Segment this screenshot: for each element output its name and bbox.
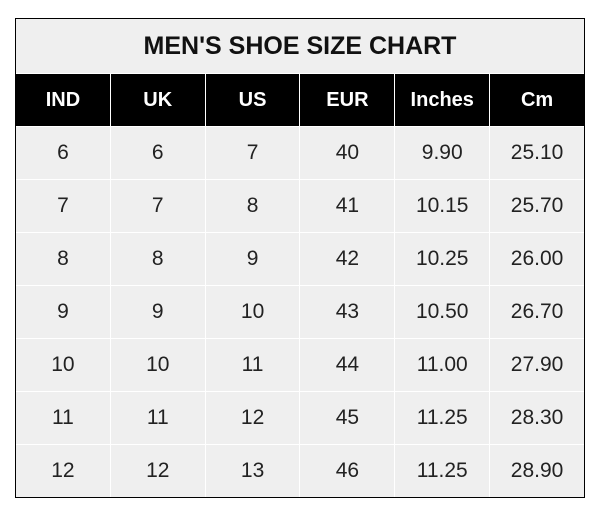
table-row: 11 11 12 45 11.25 28.30 — [16, 391, 584, 444]
table-cell: 46 — [300, 445, 396, 497]
table-row: 10 10 11 44 11.00 27.90 — [16, 338, 584, 391]
table-cell: 43 — [300, 286, 396, 338]
table-cell: 13 — [206, 445, 301, 497]
table-cell: 11.25 — [395, 392, 491, 444]
table-cell: 28.90 — [510, 459, 564, 482]
table-cell: 26.00 — [510, 247, 564, 270]
table-body: 6 6 7 40 9.90 25.10 7 7 8 41 10.15 25.70 8 8 9 42 10.25 2… — [16, 126, 584, 497]
header-row: IND UK US EUR Inches Cm — [16, 74, 584, 126]
table-cell: 26.70 — [510, 300, 564, 323]
table-cell: 25.10 — [510, 141, 564, 164]
table-cell: 8 — [206, 180, 301, 232]
table-cell: 7 — [16, 180, 111, 232]
table-row: 9 9 10 43 10.50 26.70 — [16, 285, 584, 338]
table-cell: 9 — [206, 233, 301, 285]
table-cell: 42 — [300, 233, 396, 285]
table-cell: 9.90 — [395, 127, 491, 179]
table-cell: 41 — [300, 180, 396, 232]
table-cell: 10.15 — [395, 180, 491, 232]
table-cell: 44 — [300, 339, 396, 391]
table-cell: 8 — [111, 233, 206, 285]
table-cell: 7 — [206, 127, 301, 179]
table-cell: 12 — [111, 445, 206, 497]
table-cell: 6 — [16, 127, 111, 179]
column-header-inches: Inches — [395, 74, 491, 126]
table-cell: 10 — [206, 286, 301, 338]
column-header-eur: EUR — [300, 74, 396, 126]
table-row: 6 6 7 40 9.90 25.10 — [16, 126, 584, 179]
table-cell: 12 — [206, 392, 301, 444]
table-cell: 8 — [16, 233, 111, 285]
table-cell: 27.90 — [510, 353, 564, 376]
table-cell: 10 — [16, 339, 111, 391]
table-cell: 11 — [16, 392, 111, 444]
chart-title: MEN'S SHOE SIZE CHART — [16, 19, 584, 74]
table-cell: 28.30 — [510, 406, 564, 429]
table-cell: 11 — [206, 339, 301, 391]
table-cell: 9 — [16, 286, 111, 338]
column-header-ind: IND — [16, 74, 111, 126]
table-row: 8 8 9 42 10.25 26.00 — [16, 232, 584, 285]
table-cell: 7 — [111, 180, 206, 232]
table-cell: 45 — [300, 392, 396, 444]
table-cell: 11.00 — [395, 339, 491, 391]
table-cell: 10 — [111, 339, 206, 391]
table-cell: 10.50 — [395, 286, 491, 338]
size-chart-table: MEN'S SHOE SIZE CHART IND UK US EUR Inches Cm… — [15, 18, 585, 498]
table-cell: 25.70 — [510, 194, 564, 217]
table-cell: 40 — [300, 127, 396, 179]
table-cell: 11.25 — [395, 445, 491, 497]
table-row: 7 7 8 41 10.15 25.70 — [16, 179, 584, 232]
table-row: 12 12 13 46 11.25 28.90 — [16, 444, 584, 497]
column-header-uk: UK — [111, 74, 206, 126]
table-cell: 10.25 — [395, 233, 491, 285]
table-cell: 11 — [111, 392, 206, 444]
table-cell: 9 — [111, 286, 206, 338]
table-cell: 6 — [111, 127, 206, 179]
column-header-us: US — [206, 74, 301, 126]
column-header-cm: Cm — [520, 88, 554, 111]
table-cell: 12 — [16, 445, 111, 497]
